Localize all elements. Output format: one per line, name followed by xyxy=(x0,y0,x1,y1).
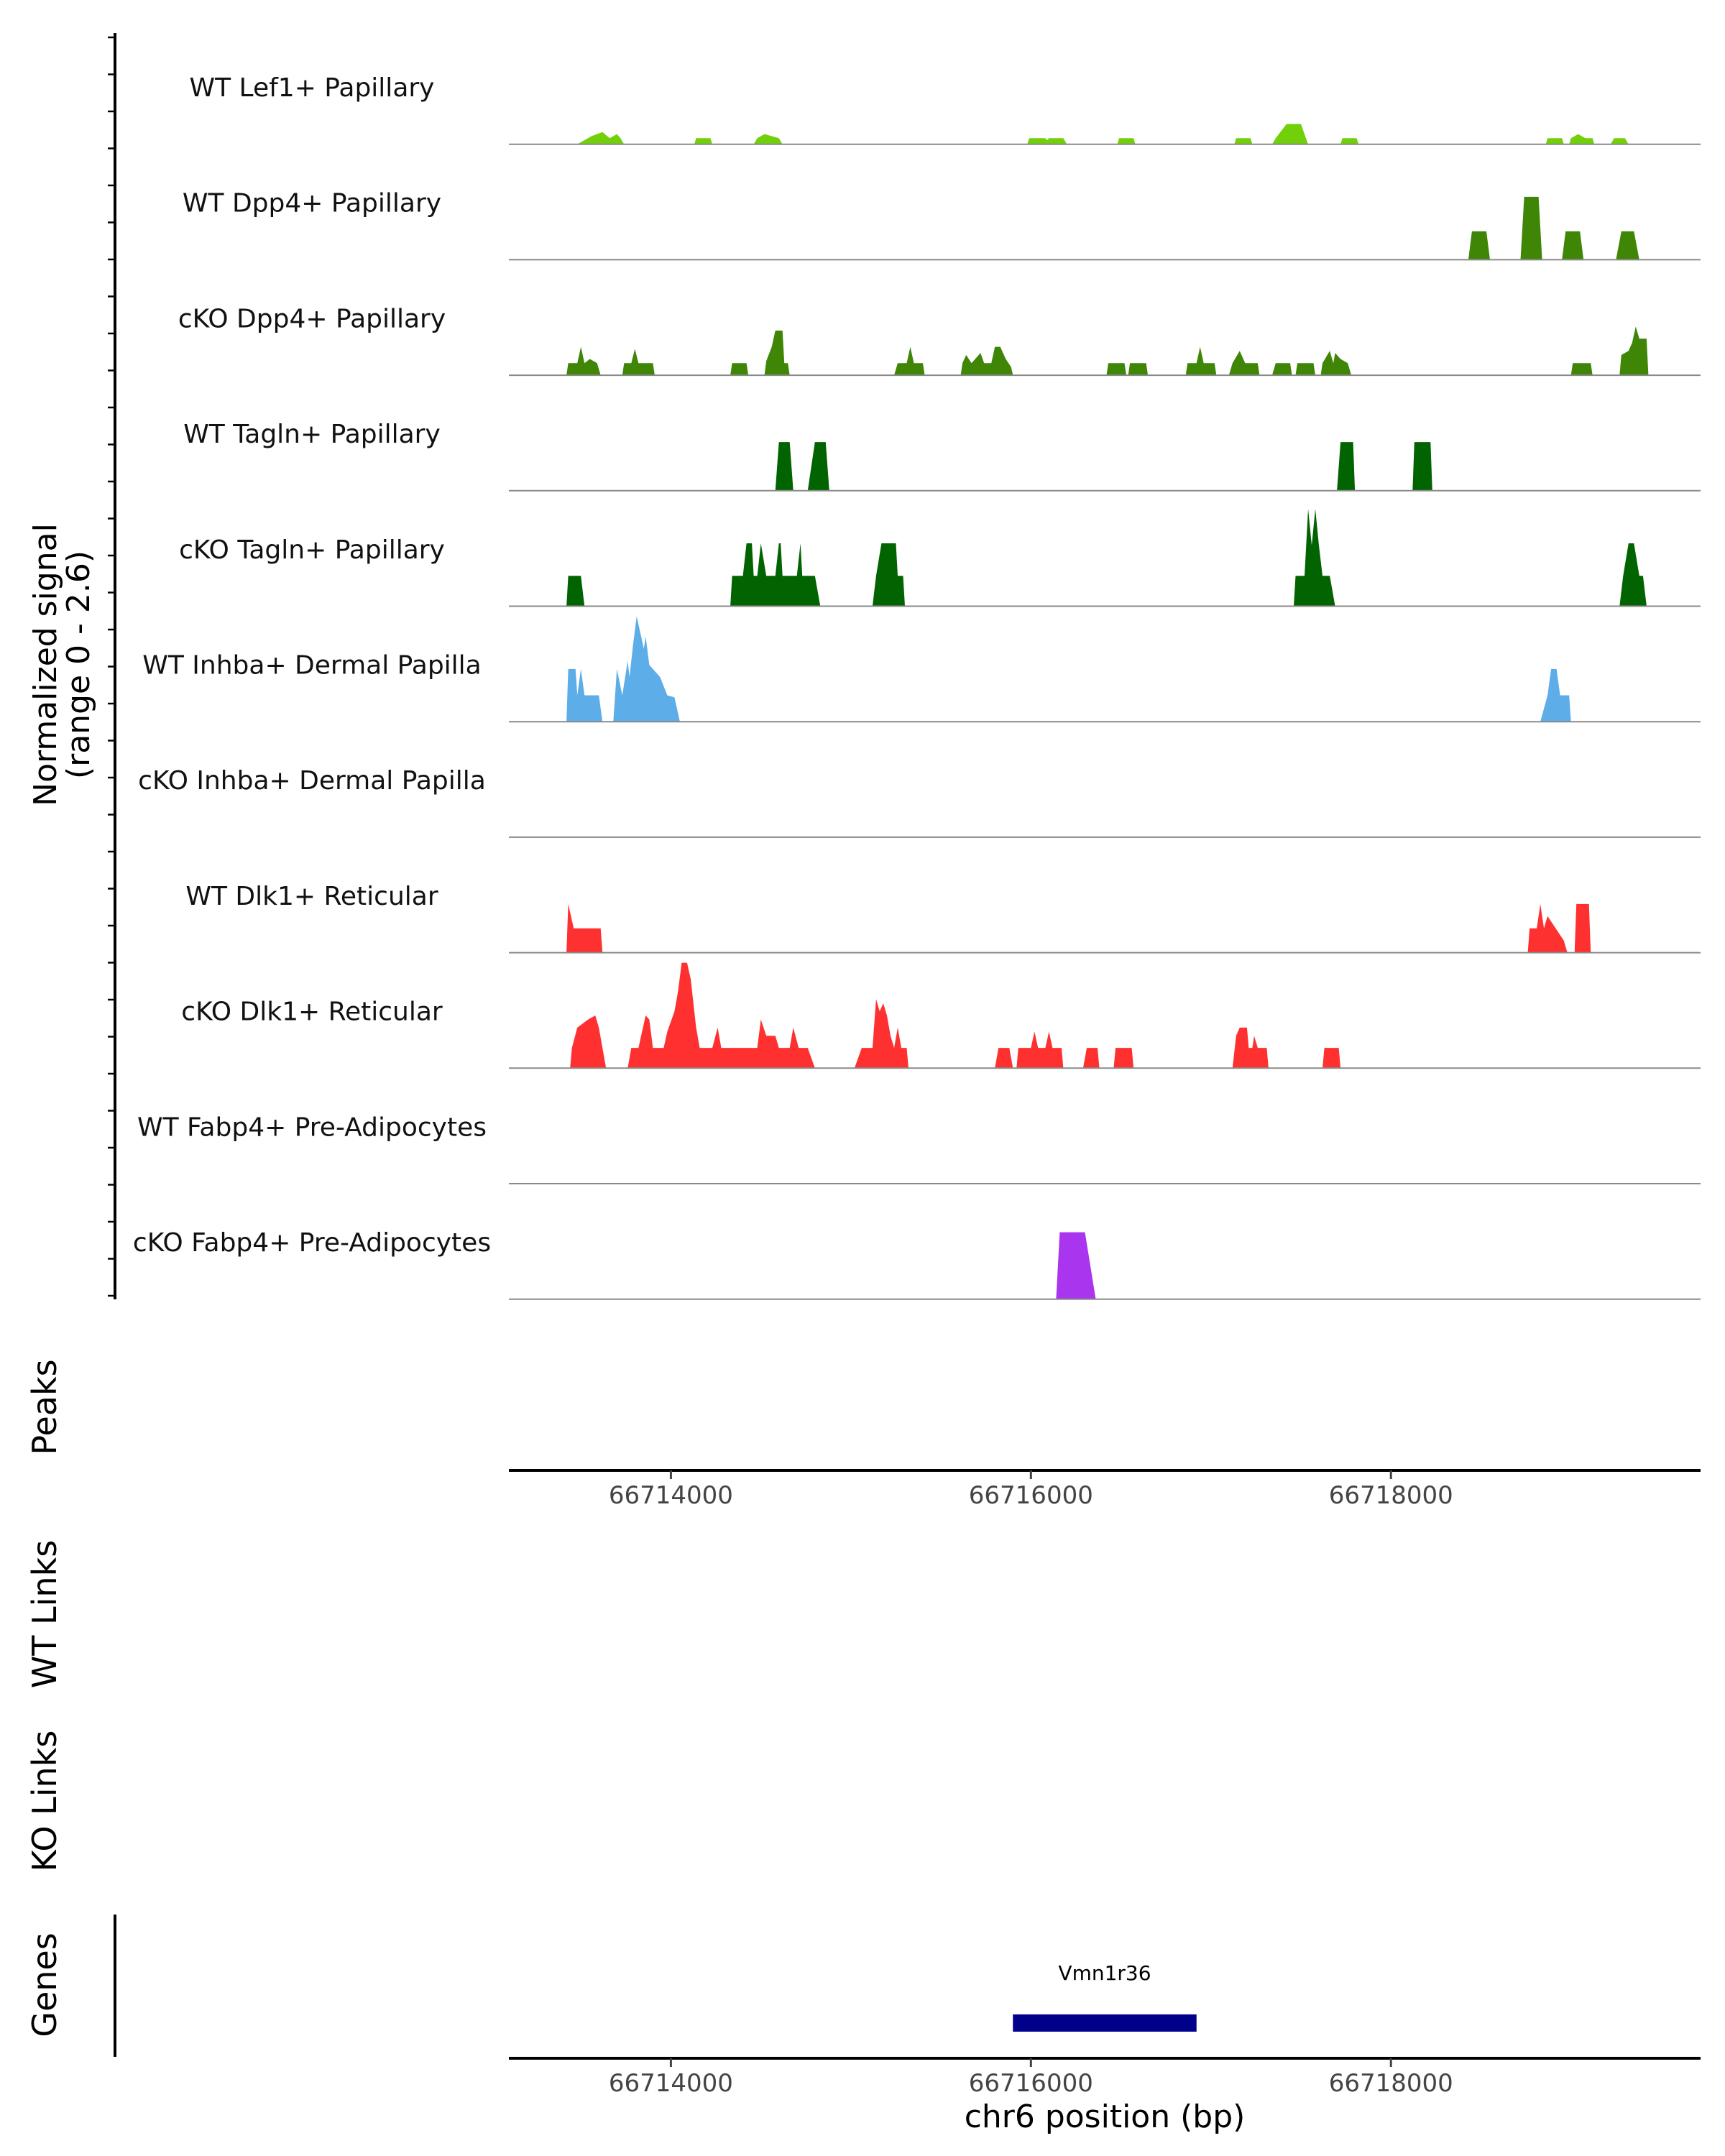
coverage-area xyxy=(1468,196,1639,260)
gene-label: Vmn1r36 xyxy=(1058,1961,1151,1985)
x-axis-title: chr6 position (bp) xyxy=(965,2099,1246,2135)
track-label: WT Inhba+ Dermal Papilla xyxy=(142,651,481,681)
coverage-area xyxy=(1056,1232,1096,1299)
track-cko-tagln-papillary: cKO Tagln+ Papillary xyxy=(179,509,1701,607)
track-wt-tagln-papillary: WT Tagln+ Papillary xyxy=(183,420,1701,492)
track-label: cKO Dpp4+ Papillary xyxy=(178,304,446,333)
coverage-y-axis-ticks xyxy=(108,36,115,1297)
track-wt-fabp4-pre-adipocytes: WT Fabp4+ Pre-Adipocytes xyxy=(137,1112,1701,1184)
genes-panel-label: Genes xyxy=(25,1932,64,2037)
coverage-tracks: WT Lef1+ Papillary WT Dpp4+ Papillary cKO … xyxy=(133,73,1701,1300)
coverage-area xyxy=(577,124,1629,144)
track-cko-inhba-dermal-papilla: cKO Inhba+ Dermal Papilla xyxy=(138,766,1701,838)
peaks-panel-label: Peaks xyxy=(25,1359,64,1455)
coverage-y-axis-label: Normalized signal xyxy=(27,523,64,806)
coverage-area xyxy=(566,326,1649,376)
track-cko-dlk1-reticular: cKO Dlk1+ Reticular xyxy=(181,962,1701,1069)
coverage-area xyxy=(566,616,1571,722)
track-label: cKO Fabp4+ Pre-Adipocytes xyxy=(133,1228,491,1258)
track-label: WT Dpp4+ Papillary xyxy=(183,189,441,218)
coverage-area xyxy=(566,903,1591,953)
track-label: WT Fabp4+ Pre-Adipocytes xyxy=(137,1112,487,1142)
coverage-area xyxy=(570,962,1341,1069)
ko-links-panel-label: KO Links xyxy=(25,1731,64,1872)
track-wt-dpp4-papillary: WT Dpp4+ Papillary xyxy=(183,189,1701,261)
x-tick-label: 66718000 xyxy=(1329,1481,1453,1510)
coverage-area xyxy=(566,509,1647,607)
coverage-area xyxy=(775,442,1432,491)
track-cko-dpp4-papillary: cKO Dpp4+ Papillary xyxy=(178,304,1701,377)
genes-x-axis-ticks: 66714000 66716000 66718000 xyxy=(609,2058,1453,2098)
coverage-y-axis-range: (range 0 - 2.6) xyxy=(60,550,97,779)
track-cko-fabp4-pre-adipocytes: cKO Fabp4+ Pre-Adipocytes xyxy=(133,1228,1701,1300)
track-label: WT Tagln+ Papillary xyxy=(183,420,441,449)
track-wt-lef1-papillary: WT Lef1+ Papillary xyxy=(190,73,1701,145)
gene-annotations: Vmn1r36 xyxy=(1013,1961,1197,2032)
wt-links-panel-label: WT Links xyxy=(25,1540,64,1688)
x-tick-label: 66714000 xyxy=(609,1481,733,1510)
track-label: WT Lef1+ Papillary xyxy=(190,73,435,103)
x-tick-label: 66716000 xyxy=(969,1481,1093,1510)
peaks-x-axis-ticks: 66714000 66716000 66718000 xyxy=(609,1470,1453,1510)
track-wt-inhba-dermal-papilla: WT Inhba+ Dermal Papilla xyxy=(142,616,1701,723)
track-label: cKO Inhba+ Dermal Papilla xyxy=(138,766,486,796)
x-tick-label: 66716000 xyxy=(969,2069,1093,2098)
track-label: cKO Tagln+ Papillary xyxy=(179,535,445,565)
track-label: cKO Dlk1+ Reticular xyxy=(181,998,443,1027)
track-wt-dlk1-reticular: WT Dlk1+ Reticular xyxy=(185,882,1701,954)
gene-body-vmn1r36 xyxy=(1013,2014,1197,2032)
track-label: WT Dlk1+ Reticular xyxy=(185,882,438,911)
x-tick-label: 66718000 xyxy=(1329,2069,1453,2098)
x-tick-label: 66714000 xyxy=(609,2069,733,2098)
